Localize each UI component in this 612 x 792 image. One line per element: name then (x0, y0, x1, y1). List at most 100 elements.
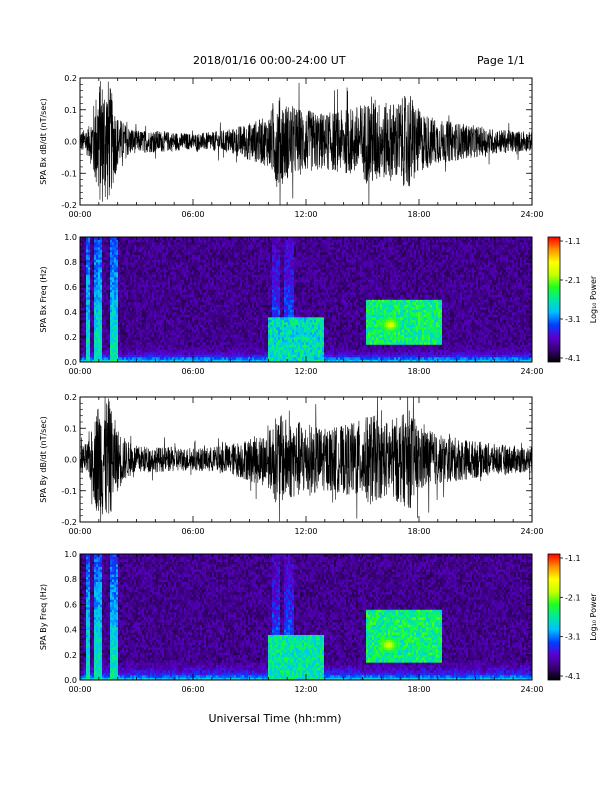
heatmap-cell (96, 345, 98, 348)
heatmap-cell (226, 252, 228, 255)
heatmap-cell (126, 240, 128, 243)
heatmap-cell (178, 317, 180, 320)
heatmap-cell (118, 312, 120, 315)
heatmap-cell (246, 292, 248, 295)
heatmap-cell (176, 300, 178, 303)
heatmap-cell (186, 340, 188, 343)
heatmap-cell (168, 350, 170, 353)
heatmap-cell (254, 242, 256, 245)
heatmap-cell (258, 315, 260, 318)
heatmap-cell (102, 322, 104, 325)
heatmap-cell (192, 307, 194, 310)
series-line (80, 81, 532, 213)
heatmap-cell (146, 340, 148, 343)
heatmap-cell (174, 315, 176, 318)
heatmap-cell (168, 355, 170, 358)
heatmap-cell (198, 322, 200, 325)
heatmap-cell (250, 312, 252, 315)
heatmap-cell (242, 352, 244, 355)
heatmap-cell (244, 275, 246, 278)
heatmap-cell (110, 267, 112, 270)
heatmap-cell (100, 320, 102, 323)
heatmap-cell (214, 262, 216, 265)
heatmap-cell (208, 260, 210, 263)
heatmap-cell (84, 312, 86, 315)
heatmap-cell (202, 350, 204, 353)
heatmap-cell (228, 317, 230, 320)
heatmap-cell (90, 240, 92, 243)
heatmap-cell (228, 252, 230, 255)
heatmap-cell (214, 345, 216, 348)
heatmap-cell (90, 272, 92, 275)
heatmap-cell (130, 280, 132, 283)
heatmap-cell (120, 297, 122, 300)
heatmap-cell (180, 302, 182, 305)
heatmap-cell (236, 280, 238, 283)
heatmap-cell (196, 280, 198, 283)
heatmap-cell (168, 325, 170, 328)
heatmap-cell (122, 317, 124, 320)
heatmap-cell (132, 300, 134, 303)
heatmap-cell (172, 355, 174, 358)
heatmap-cell (176, 352, 178, 355)
heatmap-cell (258, 247, 260, 250)
heatmap-cell (212, 245, 214, 248)
heatmap-cell (182, 262, 184, 265)
heatmap-cell (222, 287, 224, 290)
heatmap-cell (158, 347, 160, 350)
heatmap-cell (102, 327, 104, 330)
heatmap-cell (108, 342, 110, 345)
heatmap-cell (238, 267, 240, 270)
heatmap-cell (222, 337, 224, 340)
heatmap-cell (246, 305, 248, 308)
heatmap-cell (248, 245, 250, 248)
heatmap-cell (262, 277, 264, 280)
heatmap-cell (90, 302, 92, 305)
heatmap-cell (170, 267, 172, 270)
heatmap-cell (148, 310, 150, 313)
heatmap-cell (104, 292, 106, 295)
heatmap-cell (156, 315, 158, 318)
heatmap-cell (194, 260, 196, 263)
heatmap-cell (180, 257, 182, 260)
heatmap-cell (120, 300, 122, 303)
heatmap-cell (184, 332, 186, 335)
heatmap-cell (86, 282, 88, 285)
heatmap-cell (150, 317, 152, 320)
heatmap-cell (248, 307, 250, 310)
heatmap-cell (170, 337, 172, 340)
heatmap-cell (142, 267, 144, 270)
heatmap-cell (242, 260, 244, 263)
heatmap-cell (246, 295, 248, 298)
heatmap-cell (124, 295, 126, 298)
heatmap-cell (216, 330, 218, 333)
heatmap-cell (104, 287, 106, 290)
heatmap-cell (88, 302, 90, 305)
heatmap-cell (128, 357, 130, 360)
heatmap-cell (96, 355, 98, 358)
heatmap-cell (178, 267, 180, 270)
heatmap-cell (248, 332, 250, 335)
heatmap-cell (254, 357, 256, 360)
heatmap-cell (162, 290, 164, 293)
y-axis-label: SPA Bx dB/dt (nT/sec) (39, 98, 48, 185)
heatmap-cell (234, 315, 236, 318)
heatmap-cell (224, 325, 226, 328)
heatmap-cell (146, 310, 148, 313)
heatmap-cell (212, 357, 214, 360)
heatmap-cell (200, 322, 202, 325)
heatmap-cell (200, 297, 202, 300)
heatmap-cell (240, 270, 242, 273)
heatmap-cell (118, 247, 120, 250)
heatmap-cell (164, 280, 166, 283)
heatmap-cell (224, 350, 226, 353)
heatmap-cell (216, 267, 218, 270)
heatmap-cell (104, 242, 106, 245)
heatmap-cell (252, 350, 254, 353)
heatmap-cell (194, 245, 196, 248)
heatmap-cell (94, 260, 96, 263)
heatmap-cell (212, 302, 214, 305)
heatmap-cell (126, 305, 128, 308)
heatmap-cell (110, 357, 112, 360)
heatmap-cell (200, 295, 202, 298)
